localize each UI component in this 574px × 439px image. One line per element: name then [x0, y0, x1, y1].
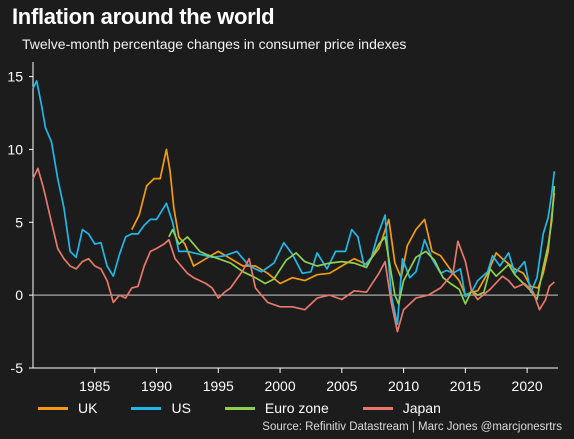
- y-tick-label-0: 0: [15, 287, 23, 303]
- legend: UK US Euro zone Japan: [38, 399, 475, 417]
- chart-title: Inflation around the world: [12, 4, 275, 29]
- x-tick-label-2010: 2010: [388, 378, 419, 394]
- legend-swatch-euro-zone: [224, 406, 255, 410]
- legend-label-euro-zone: Euro zone: [264, 400, 329, 416]
- series-line-uk: [131, 148, 556, 296]
- source-note: Source: Refinitiv Datastream | Marc Jone…: [262, 421, 562, 433]
- series-line-japan: [32, 167, 555, 333]
- x-tick-label-2020: 2020: [512, 378, 543, 394]
- x-tick-label-1990: 1990: [141, 378, 172, 394]
- series-line-euro-zone: [168, 185, 556, 305]
- legend-item-uk: UK: [38, 400, 97, 416]
- x-tick-label-2005: 2005: [326, 378, 357, 394]
- y-tick-label-5: 5: [15, 214, 23, 230]
- x-tick-label-2015: 2015: [450, 378, 481, 394]
- legend-label-us: US: [171, 400, 191, 416]
- legend-swatch-japan: [362, 406, 393, 410]
- series-line-us: [32, 80, 556, 326]
- chart-subtitle: Twelve-month percentage changes in consu…: [22, 36, 407, 52]
- legend-swatch-uk: [38, 406, 68, 410]
- x-tick-label-2000: 2000: [264, 378, 295, 394]
- y-tick-label-15: 15: [7, 69, 23, 85]
- legend-item-us: US: [131, 400, 191, 416]
- legend-label-uk: UK: [78, 400, 98, 416]
- legend-label-japan: Japan: [402, 400, 441, 416]
- y-tick-label-10: 10: [7, 141, 23, 157]
- legend-item-euro-zone: Euro zone: [224, 400, 329, 416]
- legend-swatch-us: [131, 406, 162, 410]
- x-tick-label-1985: 1985: [79, 378, 110, 394]
- x-tick-label-1995: 1995: [203, 378, 234, 394]
- legend-item-japan: Japan: [362, 400, 441, 416]
- y-tick-label--5: -5: [11, 360, 24, 376]
